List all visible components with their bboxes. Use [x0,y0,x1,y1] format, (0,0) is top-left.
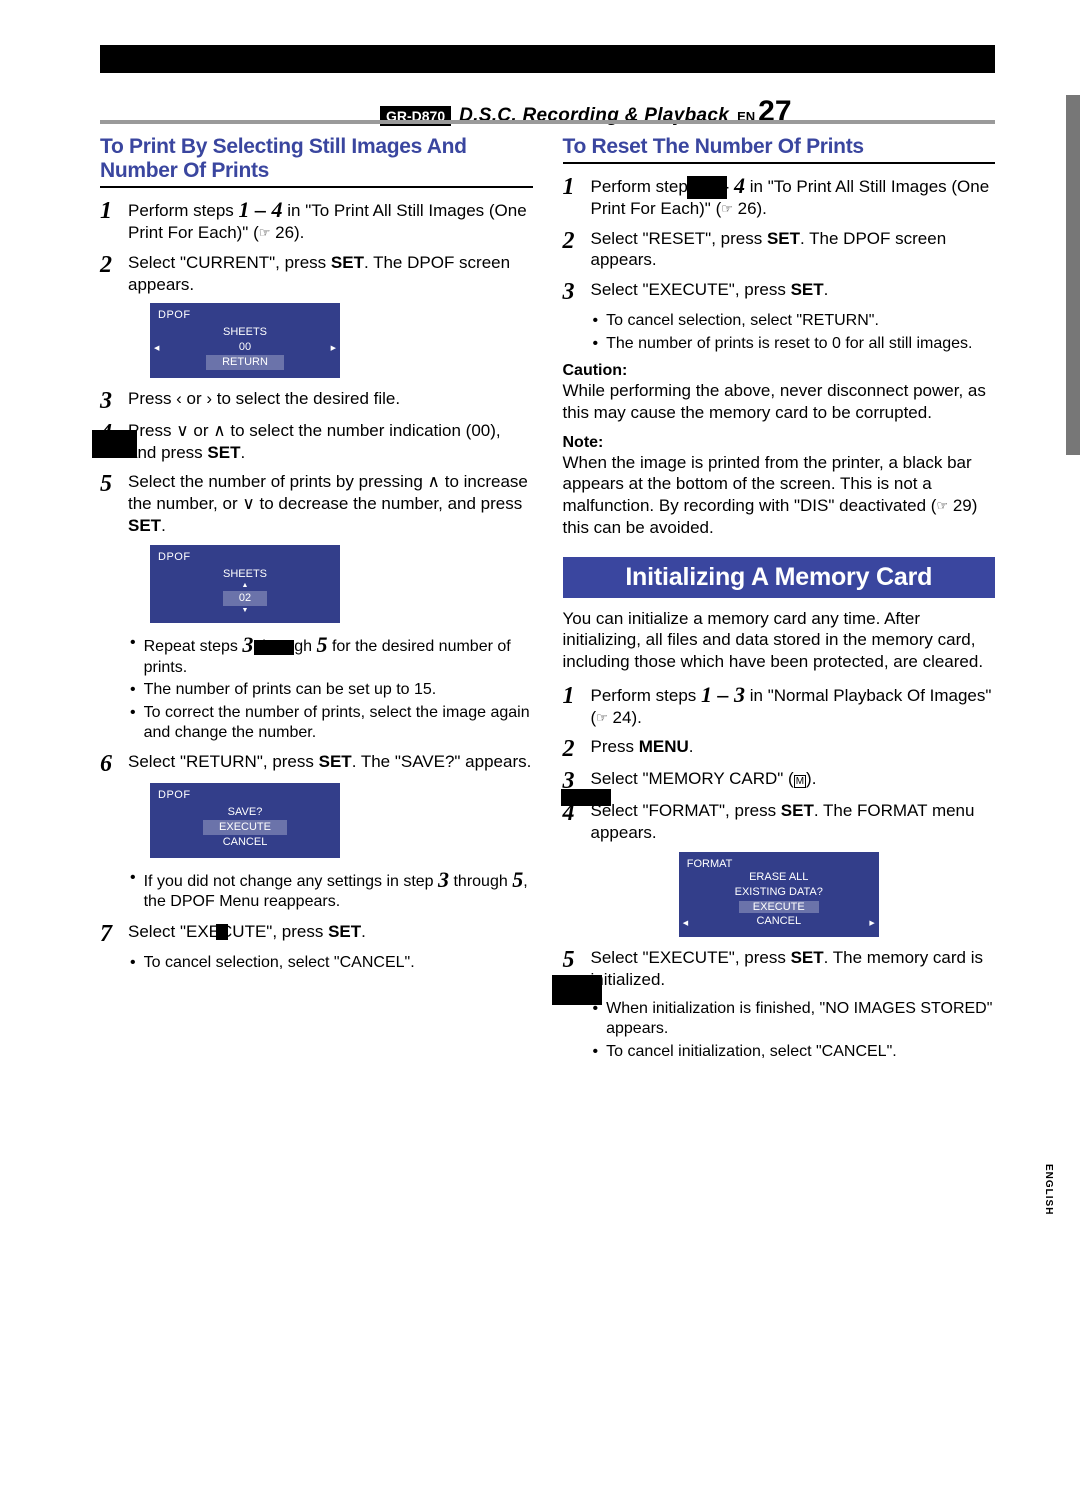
init-desc: You can initialize a memory card any tim… [563,608,996,673]
note-heading: Note: [563,434,996,452]
step-3: 3 [100,389,128,413]
step-4-body: Press ∨ or ∧ to select the number indica… [128,420,533,464]
redaction [92,430,137,458]
step-7: 7 [100,922,128,946]
bullet: If you did not change any settings in st… [130,868,533,913]
redaction [561,789,611,806]
header-underline [100,120,995,124]
step-1: 1 [100,199,128,223]
bullet: Repeat steps 3 through 5 for the desired… [130,633,533,678]
i-step-1-body: Perform steps 1 – 3 in "Normal Playback … [591,683,996,729]
bullet: To cancel selection, select "CANCEL". [130,953,533,973]
r-step-1: 1 [563,175,591,199]
left-column: To Print By Selecting Still Images And N… [100,135,533,1070]
step-3-body: Press ‹ or › to select the desired file. [128,388,533,410]
heading-init-card: Initializing A Memory Card [563,557,996,598]
redaction [216,924,228,940]
lcd-dpof-1: DPOF SHEETS 00 RETURN ◀▶ [150,303,340,378]
step-5-body: Select the number of prints by pressing … [128,471,533,536]
i-step-3-body: Select "MEMORY CARD" (M). [591,768,996,790]
lcd-dpof-2: DPOF SHEETS ▲ 02 ▼ [150,545,340,624]
side-tab [1066,95,1080,455]
heading-reset: To Reset The Number Of Prints [563,135,996,164]
bullet: To cancel selection, select "RETURN". [593,311,996,331]
r-step-2-body: Select "RESET", press SET. The DPOF scre… [591,228,996,272]
i-step-4-body: Select "FORMAT", press SET. The FORMAT m… [591,800,996,844]
bullet: To cancel initialization, select "CANCEL… [593,1042,996,1062]
bullet: To correct the number of prints, select … [130,703,533,744]
bullet: The number of prints can be set up to 15… [130,680,533,700]
bullet: The number of prints is reset to 0 for a… [593,334,996,354]
step-7-body: Select "EXECUTE", press SET. [128,921,533,943]
step-2-body: Select "CURRENT", press SET. The DPOF sc… [128,252,533,296]
note-body: When the image is printed from the print… [563,452,996,539]
i-step-2-body: Press MENU. [591,736,996,758]
r-step-3: 3 [563,280,591,304]
redaction [687,176,727,199]
step-1-body: Perform steps 1 – 4 in "To Print All Sti… [128,198,533,244]
r-step-3-body: Select "EXECUTE", press SET. [591,279,996,301]
r-step-1-body: Perform steps 1 – 4 in "To Print All Sti… [591,174,996,220]
step-6-body: Select "RETURN", press SET. The "SAVE?" … [128,751,533,773]
i-step-1: 1 [563,684,591,708]
right-column: To Reset The Number Of Prints 1 Perform … [563,135,996,1070]
i-step-5-body: Select "EXECUTE", press SET. The memory … [591,947,996,991]
i-step-5: 5 [563,948,591,972]
step-2: 2 [100,253,128,277]
redaction [552,975,602,1005]
side-english-label: ENGLISH [1043,1164,1054,1215]
lcd-format: FORMAT ERASE ALL EXISTING DATA? EXECUTE … [679,852,879,937]
step-6: 6 [100,752,128,776]
caution-heading: Caution: [563,362,996,380]
redaction [254,640,294,655]
heading-print-select: To Print By Selecting Still Images And N… [100,135,533,188]
lcd-dpof-save: DPOF SAVE? EXECUTE CANCEL [150,783,340,858]
bullet: When initialization is finished, "NO IMA… [593,999,996,1040]
r-step-2: 2 [563,229,591,253]
i-step-2: 2 [563,737,591,761]
top-black-band [100,45,995,73]
caution-body: While performing the above, never discon… [563,380,996,424]
step-5: 5 [100,472,128,496]
